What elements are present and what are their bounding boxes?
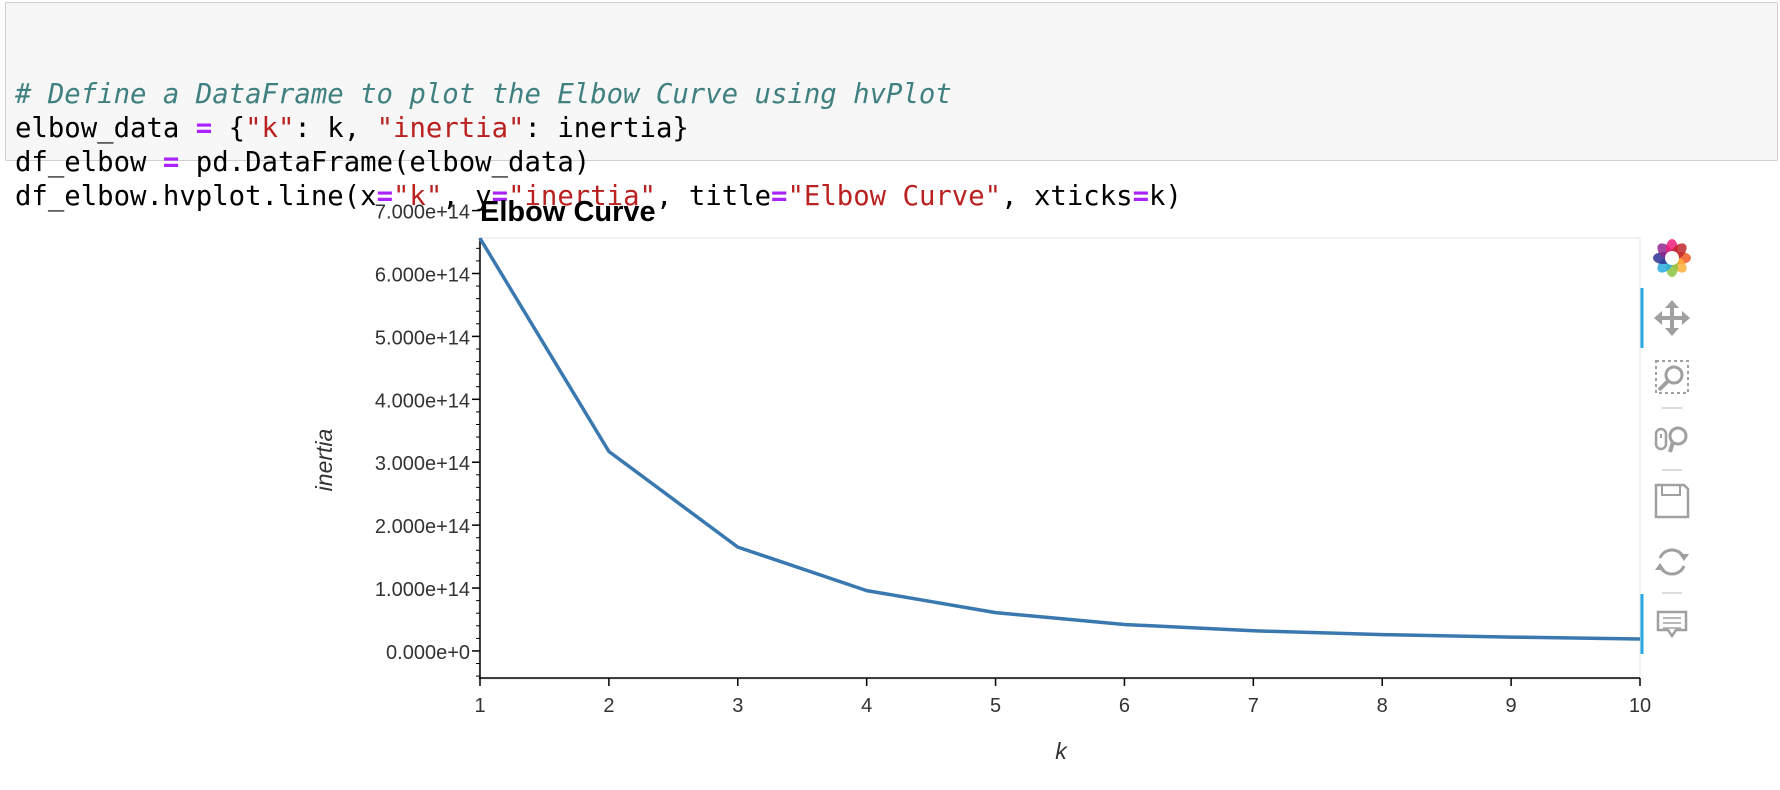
code-token: = (771, 181, 788, 212)
x-tick-label: 10 (1629, 695, 1651, 717)
code-token: df_elbow (15, 147, 163, 178)
code-line: # Define a DataFrame to plot the Elbow C… (15, 78, 1777, 112)
elbow-chart: Elbow Curve 0.000e+0 1.000e+14 2.000e+14 3.… (311, 196, 1691, 764)
code-token: "inertia" (508, 181, 656, 212)
code-token: , y (442, 181, 492, 212)
y-tick-label: 6.000e+14 (375, 264, 470, 286)
code-token: k) (1149, 181, 1182, 212)
x-tick-label: 1 (474, 695, 485, 717)
plot-toolbar (1640, 239, 1691, 654)
code-line: df_elbow = pd.DataFrame(elbow_data) (15, 146, 1777, 180)
y-tick-label: 3.000e+14 (375, 453, 470, 475)
code-token: = (1132, 181, 1150, 212)
code-token: { (212, 113, 246, 144)
code-token: : inertia} (524, 113, 689, 144)
y-axis: 0.000e+0 1.000e+14 2.000e+14 3.000e+14 4.000… (375, 202, 481, 679)
wheel-zoom-tool-icon[interactable] (1654, 426, 1688, 453)
pan-tool-icon[interactable] (1654, 300, 1690, 336)
code-token: = (162, 147, 180, 178)
x-tick-label: 7 (1248, 695, 1259, 717)
y-tick-label: 1.000e+14 (375, 579, 470, 601)
code-token: : k, (294, 113, 377, 144)
code-token: "inertia" (376, 113, 525, 144)
reset-tool-icon[interactable] (1655, 548, 1689, 576)
x-tick-label: 4 (861, 695, 872, 717)
x-tick-label: 6 (1119, 695, 1130, 717)
x-tick-label: 2 (603, 695, 614, 717)
code-line: df_elbow.hvplot.line(x="k", y="inertia",… (15, 180, 1777, 214)
code-token: df_elbow.hvplot.line(x (15, 181, 377, 212)
y-tick-label: 7.000e+14 (375, 202, 470, 224)
code-token: "k" (393, 181, 443, 212)
x-tick-label: 5 (990, 695, 1001, 717)
code-token: elbow_data (15, 113, 196, 144)
cell-output: Elbow Curve 0.000e+0 1.000e+14 2.000e+14 3.… (0, 170, 1780, 786)
hover-tool-icon[interactable] (1656, 610, 1688, 639)
y-tick-label: 4.000e+14 (375, 390, 470, 412)
x-axis: 1 2 3 4 5 6 7 8 9 10 (474, 677, 1651, 717)
x-tick-label: 9 (1506, 695, 1517, 717)
y-tick-label: 0.000e+0 (386, 642, 470, 664)
code-token: , xticks (1001, 181, 1133, 212)
code-token: "k" (245, 113, 295, 144)
x-tick-label: 3 (732, 695, 743, 717)
box-zoom-tool-icon[interactable] (1655, 360, 1689, 394)
code-lines: # Define a DataFrame to plot the Elbow C… (15, 78, 1777, 214)
y-tick-label: 5.000e+14 (375, 327, 470, 349)
y-tick-label: 2.000e+14 (375, 516, 470, 538)
code-token: = (491, 181, 509, 212)
code-token: pd.DataFrame(elbow_data) (179, 147, 591, 178)
code-token: , title (655, 181, 772, 212)
code-line: elbow_data = {"k": k, "inertia": inertia… (15, 112, 1777, 146)
code-token: # Define a DataFrame to plot the Elbow C… (15, 79, 952, 110)
code-token: = (376, 181, 393, 212)
x-tick-label: 8 (1377, 695, 1388, 717)
code-cell[interactable]: # Define a DataFrame to plot the Elbow C… (5, 2, 1778, 212)
code-token: = (195, 113, 213, 144)
chart-title: Elbow Curve (480, 196, 656, 228)
plot-frame (478, 237, 1641, 680)
x-axis-label: k (1055, 738, 1068, 764)
y-axis-label: inertia (311, 429, 337, 492)
save-tool-icon[interactable] (1654, 483, 1690, 519)
inertia-series-line (478, 237, 1641, 641)
bokeh-logo-icon[interactable] (1653, 239, 1691, 277)
code-token: "Elbow Curve" (787, 181, 1002, 212)
